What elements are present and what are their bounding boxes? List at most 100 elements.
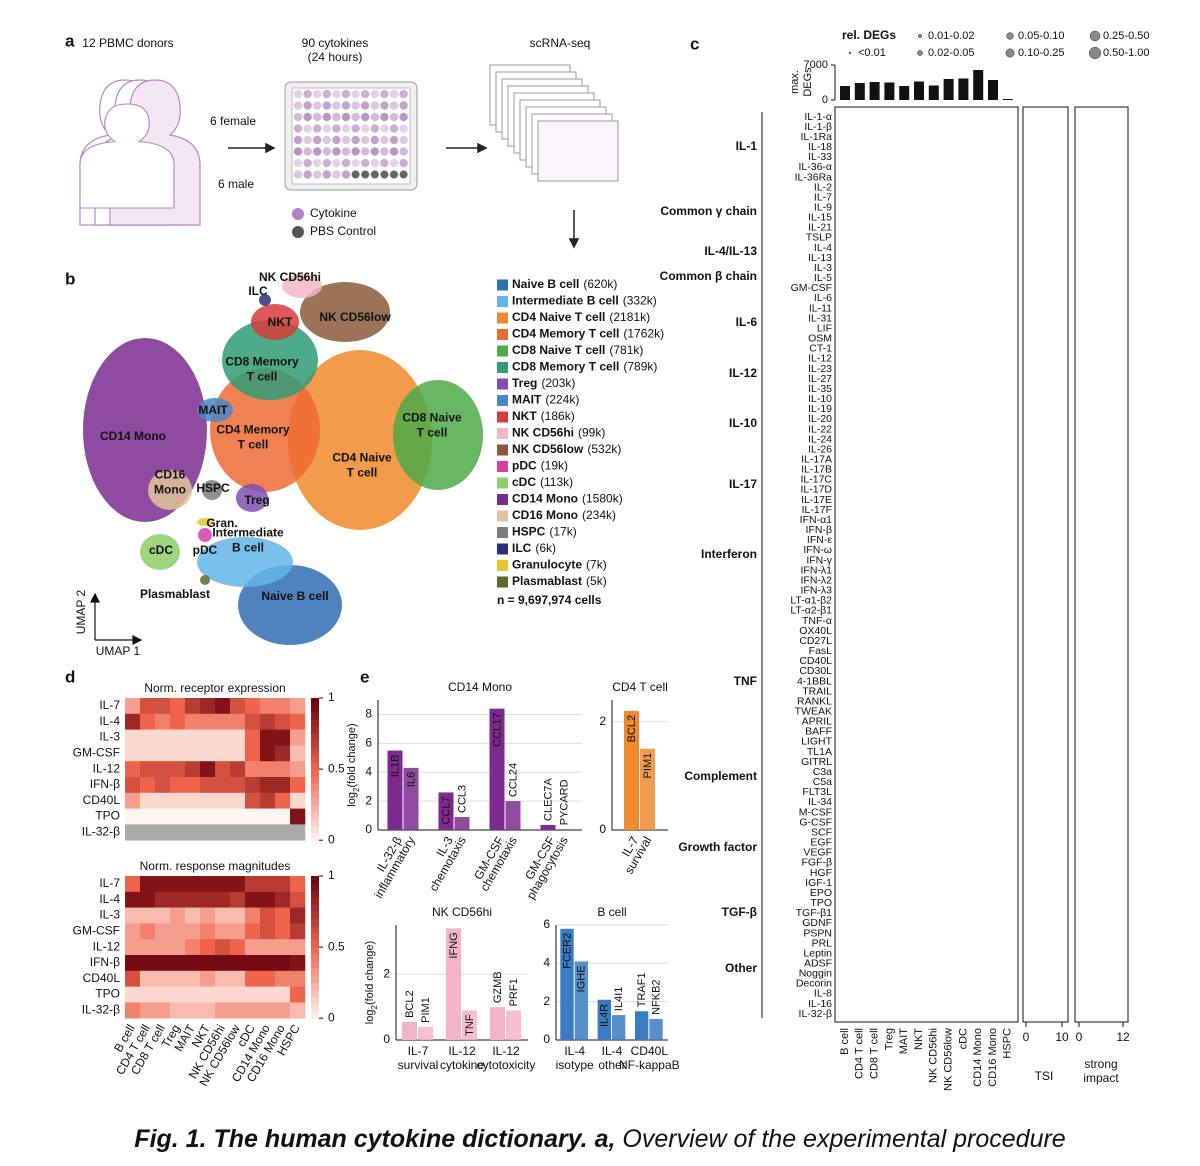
legend-swatch [497, 395, 508, 406]
bar [454, 817, 470, 830]
well [399, 101, 408, 110]
well [303, 112, 312, 122]
umap-cluster [202, 480, 222, 500]
heat-cell [155, 698, 171, 715]
colorbar [311, 904, 319, 912]
family-label: IL-12 [729, 366, 757, 380]
cytokine-label: FGF-β [801, 857, 832, 869]
legend-name: CD14 Mono [512, 492, 578, 506]
cytokine-label: OSM [808, 333, 832, 345]
bar [869, 82, 880, 100]
cytokine-label: IL-4 [814, 242, 832, 254]
cytokine-label: IL-17F [802, 504, 832, 516]
legend-count: (234k) [582, 508, 616, 522]
cytokine-label: IL-13 [808, 252, 832, 264]
tick-label: 6 [365, 736, 372, 750]
legend-swatch [497, 329, 508, 340]
tick-label: 6 [543, 917, 550, 931]
colorbar [311, 811, 319, 820]
heat-cell [185, 1002, 201, 1019]
heat-cell [215, 777, 231, 794]
umap-cluster [238, 565, 342, 645]
heat-cell [155, 876, 171, 893]
seq-label: scRNA-seq [530, 36, 591, 50]
cytokine-label: IL-3 [814, 262, 832, 274]
well [351, 135, 360, 145]
heat-cell [185, 729, 201, 746]
bar [899, 86, 910, 100]
heat-cell [185, 761, 201, 778]
cytokine-label: EPO [810, 887, 832, 899]
bar [914, 81, 924, 100]
cytokine-label: GITRL [801, 756, 832, 768]
cytokine-label: IL-5 [814, 272, 832, 284]
heat-cell [230, 907, 246, 924]
well [341, 89, 351, 99]
heat-cell [200, 955, 216, 972]
well [370, 147, 380, 156]
row-label: GM-CSF [73, 923, 120, 937]
tick-label: 8 [365, 707, 372, 721]
size-label: 0.25-0.50 [1103, 30, 1149, 42]
heat-cell [245, 761, 261, 778]
cytokine-label: TGF-β1 [796, 907, 833, 919]
heat-cell [260, 808, 276, 825]
heat-cell [185, 808, 201, 825]
y-axis-label: log2(fold change) [364, 941, 379, 1024]
cytokine-label: CD30L [799, 665, 832, 677]
well [370, 158, 380, 168]
heat-cell [275, 792, 291, 809]
bar [489, 708, 505, 830]
well [312, 112, 322, 122]
bar [597, 999, 611, 1040]
well [360, 158, 370, 168]
gene-label: FCER2 [561, 933, 573, 969]
umap-cluster [198, 528, 212, 542]
heat-cell [290, 713, 306, 730]
heat-cell [245, 824, 261, 841]
well [380, 101, 389, 110]
heat-cell [290, 986, 306, 1003]
bar [988, 80, 998, 100]
well [332, 147, 341, 156]
cytokine-label: IL-7 [814, 191, 832, 203]
legend-title: rel. DEGs [842, 28, 896, 42]
colorbar [311, 733, 319, 741]
tick-label: 0 [328, 1010, 335, 1024]
legend-name: pDC [512, 459, 537, 473]
cell-type-label: CD14 Mono [972, 1028, 984, 1087]
cytokine-label: IL-6 [814, 292, 832, 304]
heat-cell [275, 907, 291, 924]
legend-entry: CD8 Naive T cell (781k) [512, 343, 643, 357]
bar [560, 928, 574, 1040]
cluster-label: Treg [244, 493, 269, 507]
heat-cell [170, 939, 186, 956]
heat-cell [155, 891, 171, 908]
well [360, 124, 370, 133]
cluster-label: HSPC [196, 481, 230, 495]
cytokine-label: IL-1-α [804, 111, 832, 123]
cytokine-label: APRIL [802, 716, 833, 728]
heat-cell [245, 891, 261, 908]
legend-entry: Treg (203k) [512, 376, 575, 390]
heat-cell [215, 729, 231, 746]
well [341, 147, 351, 156]
family-label: TGF-β [722, 905, 757, 919]
heat-cell [200, 876, 216, 893]
heat-cell [140, 713, 156, 730]
heat-cell [230, 891, 246, 908]
legend-entry: MAIT (224k) [512, 393, 579, 407]
row-label: IFN-β [90, 777, 120, 791]
heatmap-title: Norm. receptor expression [144, 681, 285, 695]
chart-title: CD14 Mono [448, 680, 512, 694]
cytokines-label: (24 hours) [308, 50, 363, 64]
well [341, 170, 351, 179]
bar [402, 1021, 417, 1040]
gene-label: NFKB2 [650, 979, 662, 1014]
group-label: NF-kappaB [619, 1058, 680, 1072]
cytokine-label: IL-17E [801, 494, 832, 506]
legend-name: cDC [512, 475, 536, 489]
heat-cell [230, 939, 246, 956]
size-label: 0.02-0.05 [928, 47, 974, 59]
umap-cluster [140, 534, 180, 570]
